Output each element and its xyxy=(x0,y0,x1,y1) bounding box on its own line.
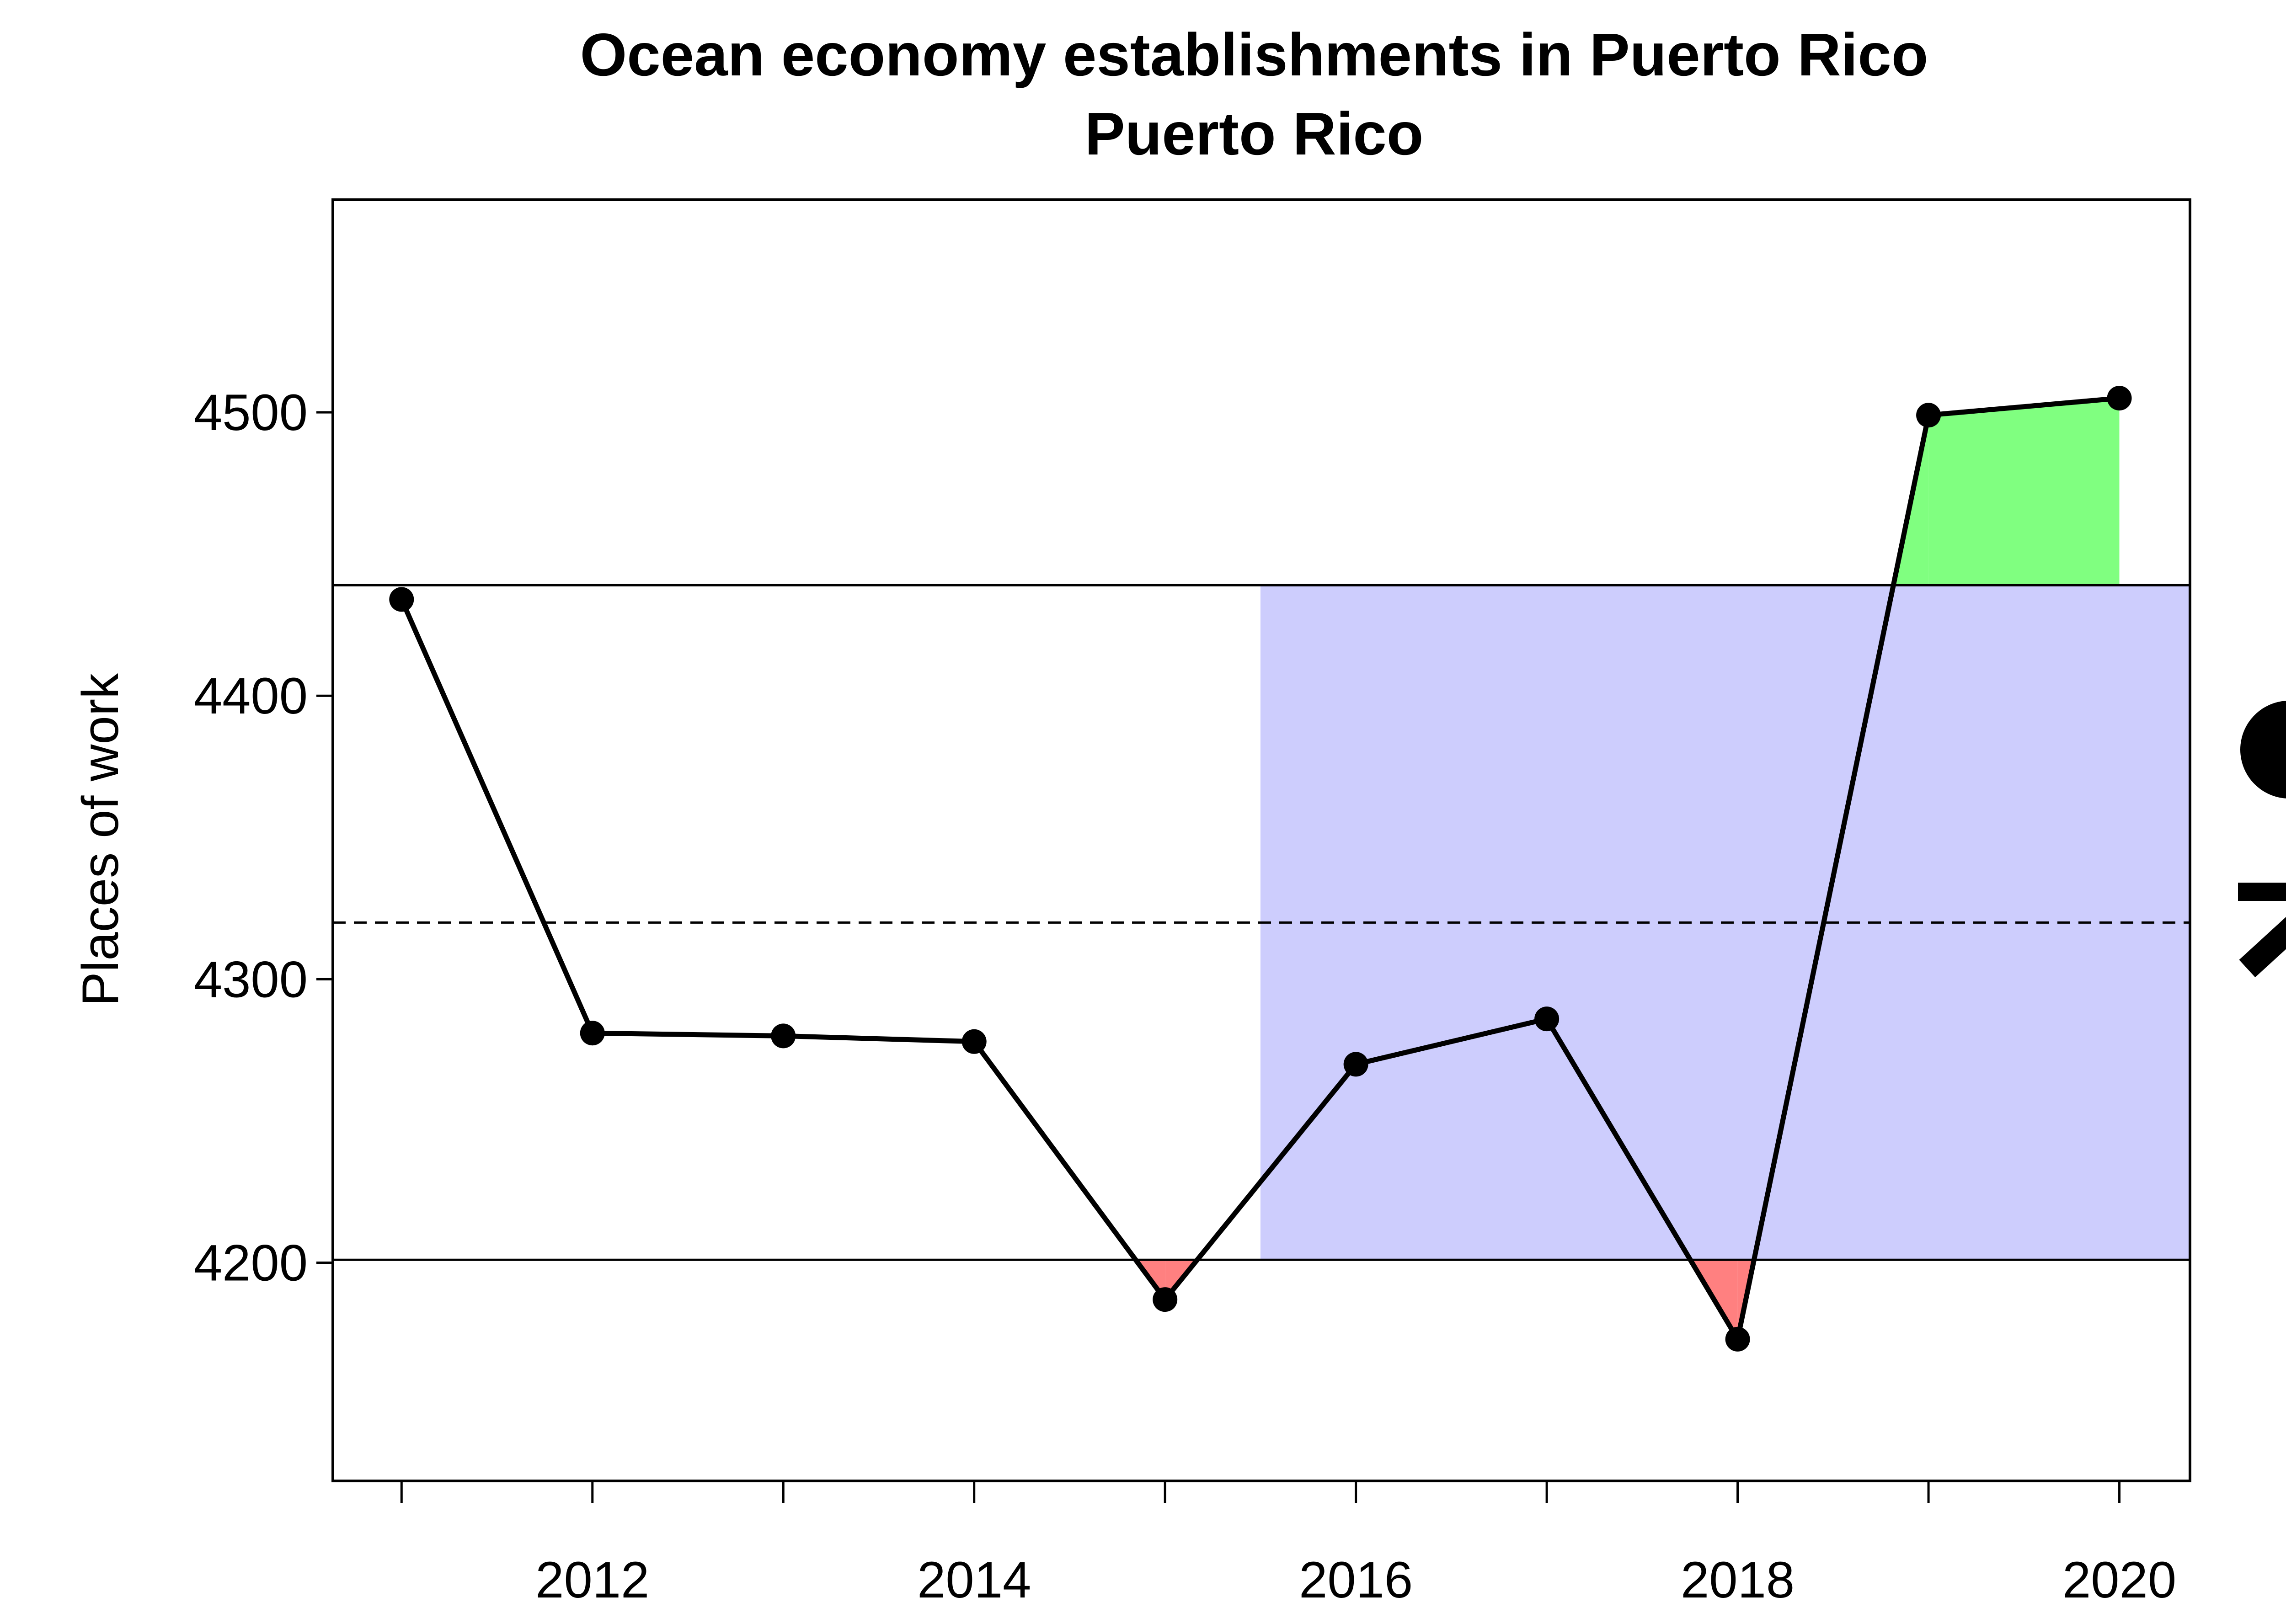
data-point xyxy=(1725,1326,1750,1352)
data-point xyxy=(1916,403,1941,428)
trend-arrow-shaft xyxy=(2239,917,2286,978)
mean-indicator-circle xyxy=(2240,701,2286,799)
chart-title: Ocean economy establishments in Puerto R… xyxy=(580,21,1928,88)
data-point xyxy=(961,1029,987,1054)
trend-arrow-head xyxy=(2238,883,2286,901)
data-point xyxy=(1153,1287,1178,1312)
data-point xyxy=(1343,1052,1368,1077)
y-tick-label: 4200 xyxy=(194,1234,308,1291)
indicator-layer xyxy=(2238,701,2286,978)
x-tick-label: 2016 xyxy=(1299,1551,1413,1608)
y-tick-label: 4400 xyxy=(194,667,308,724)
x-tick-label: 2012 xyxy=(535,1551,649,1608)
y-axis-label: Places of work xyxy=(72,673,129,1006)
data-point xyxy=(389,587,414,612)
axes-layer: 4200 4300 4400 4500 2012 2014 2016 2018 2020 xyxy=(194,198,2191,1608)
x-tick-label: 2018 xyxy=(1681,1551,1795,1608)
x-tick-label: 2014 xyxy=(917,1551,1031,1608)
x-tick-label: 2020 xyxy=(2062,1551,2176,1608)
plot-frame xyxy=(331,198,2191,1482)
reference-line-layer xyxy=(333,584,2190,1261)
band-fill-layer xyxy=(1136,398,2190,1339)
data-point xyxy=(771,1023,796,1049)
series-layer xyxy=(389,386,2132,1352)
data-point xyxy=(2107,386,2132,411)
data-point xyxy=(1534,1006,1560,1032)
y-tick-label: 4500 xyxy=(194,384,308,441)
above-band-fill xyxy=(1928,398,2120,586)
chart-subtitle: Puerto Rico xyxy=(1085,100,1424,167)
data-point xyxy=(580,1021,605,1046)
series-line xyxy=(399,395,2120,1342)
y-tick-label: 4300 xyxy=(194,951,308,1008)
